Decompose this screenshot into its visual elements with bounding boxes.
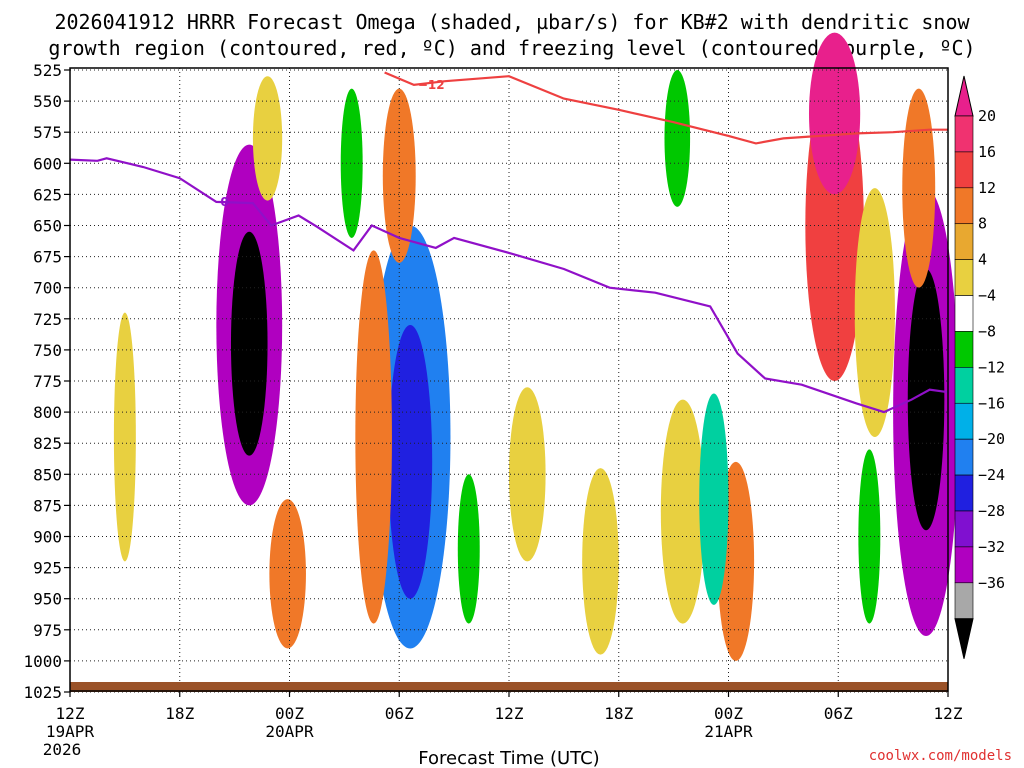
colorbar-swatch-2 (954, 187, 974, 225)
ytick-label-575: 575 (33, 123, 62, 142)
xtick-label-0: 12Z (56, 704, 85, 723)
omega-cell-5 (907, 269, 945, 531)
xtick-label-6: 00Z (714, 704, 743, 723)
ytick-label-775: 775 (33, 372, 62, 391)
terrain-fill (70, 682, 948, 692)
ytick-label-725: 725 (33, 310, 62, 329)
ytick-label-600: 600 (33, 154, 62, 173)
chart-title-line1: 2026041912 HRRR Forecast Omega (shaded, … (54, 10, 970, 34)
colorbar-swatch-8 (954, 402, 974, 440)
colorbar-label-5: −4 (978, 287, 996, 305)
omega-shading (113, 32, 959, 661)
colorbar-label-7: −12 (978, 358, 1005, 376)
omega-cell-1 (230, 231, 268, 456)
xtick-label-4: 12Z (495, 704, 524, 723)
omega-cell-22 (340, 88, 363, 238)
omega-cell-21 (664, 70, 691, 207)
colorbar-label-10: −24 (978, 466, 1005, 484)
omega-cell-18 (457, 474, 480, 624)
omega-cell-10 (269, 499, 306, 649)
ytick-label-750: 750 (33, 341, 62, 360)
omega-cell-14 (113, 312, 136, 562)
colorbar-swatch-6 (954, 331, 974, 368)
x-axis-label: Forecast Time (UTC) (418, 748, 599, 768)
freezing-level-contour (69, 157, 949, 414)
colorbar-swatch-0 (954, 115, 974, 153)
omega-cell-17 (509, 387, 546, 562)
colorbar-label-9: −20 (978, 430, 1005, 448)
colorbar-swatch-3 (954, 223, 974, 260)
contour-lines: −12 0 (69, 71, 949, 414)
ytick-label-925: 925 (33, 559, 62, 578)
ytick-label-900: 900 (33, 528, 62, 547)
credit-text: coolwx.com/models (869, 748, 1012, 764)
xtick-date-2: 20APR (265, 722, 314, 741)
omega-cell-8 (382, 88, 416, 263)
ytick-label-850: 850 (33, 465, 62, 484)
colorbar-label-4: 4 (978, 251, 987, 269)
ytick-label-1000: 1000 (23, 652, 62, 671)
colorbar-label-3: 8 (978, 215, 987, 233)
xtick-year-0: 2026 (43, 740, 82, 759)
ytick-label-525: 525 (33, 61, 62, 80)
colorbar-label-2: 12 (978, 179, 996, 197)
omega-cell-7 (808, 32, 861, 195)
dgz-minus12-contour (384, 71, 948, 145)
colorbar-label-1: 16 (978, 143, 996, 161)
xtick-date-6: 21APR (704, 722, 753, 741)
colorbar-top-arrow (954, 75, 974, 117)
dgz-minus12-contour-label: −12 (418, 78, 445, 92)
colorbar-swatch-9 (954, 438, 974, 476)
ytick-label-550: 550 (33, 92, 62, 111)
ytick-label-625: 625 (33, 185, 62, 204)
xtick-label-3: 06Z (385, 704, 414, 723)
colorbar-label-13: −36 (978, 574, 1005, 592)
colorbar-label-11: −28 (978, 502, 1005, 520)
ytick-label-700: 700 (33, 279, 62, 298)
colorbar-label-8: −16 (978, 394, 1005, 412)
colorbar-swatch-5 (954, 295, 974, 332)
xtick-date-0: 19APR (46, 722, 95, 741)
ytick-label-975: 975 (33, 621, 62, 640)
omega-cell-13 (252, 76, 283, 201)
xtick-label-8: 12Z (934, 704, 963, 723)
omega-cell-15 (582, 468, 619, 655)
omega-cell-9 (355, 250, 392, 624)
ytick-label-950: 950 (33, 590, 62, 609)
colorbar-swatch-11 (954, 510, 974, 548)
colorbar: 20 16 12 8 4 −4 −8 −12 −16 −20 −24 −28 −32 −36 (954, 75, 1005, 659)
omega-cell-3 (388, 325, 433, 599)
ytick-label-875: 875 (33, 496, 62, 515)
omega-cell-11 (902, 88, 936, 288)
colorbar-bottom-arrow (954, 618, 974, 659)
omega-cell-23 (854, 188, 895, 437)
ytick-label-825: 825 (33, 434, 62, 453)
ytick-label-800: 800 (33, 403, 62, 422)
colorbar-label-0: 20 (978, 107, 996, 125)
colorbar-label-6: −8 (978, 322, 996, 340)
ytick-label-675: 675 (33, 248, 62, 267)
xtick-label-5: 18Z (604, 704, 633, 723)
xtick-label-2: 00Z (275, 704, 304, 723)
omega-cell-19 (699, 393, 729, 605)
colorbar-swatch-4 (954, 259, 974, 296)
colorbar-swatch-1 (954, 151, 974, 189)
xtick-label-1: 18Z (165, 704, 194, 723)
colorbar-swatch-7 (954, 367, 974, 404)
omega-cell-20 (858, 449, 881, 624)
ytick-label-1025: 1025 (23, 683, 62, 702)
xtick-label-7: 06Z (824, 704, 853, 723)
freezing-level-contour-label: 0 (220, 195, 228, 209)
colorbar-swatch-12 (954, 546, 974, 584)
colorbar-label-12: −32 (978, 538, 1005, 556)
omega-cell-16 (660, 399, 705, 624)
y-axis-ticks: 525 550 575 600 625 650 675 700 725 750 775 800 825 8… (23, 61, 70, 702)
ytick-label-650: 650 (33, 217, 62, 236)
colorbar-swatch-10 (954, 474, 974, 512)
colorbar-swatch-13 (954, 582, 974, 620)
